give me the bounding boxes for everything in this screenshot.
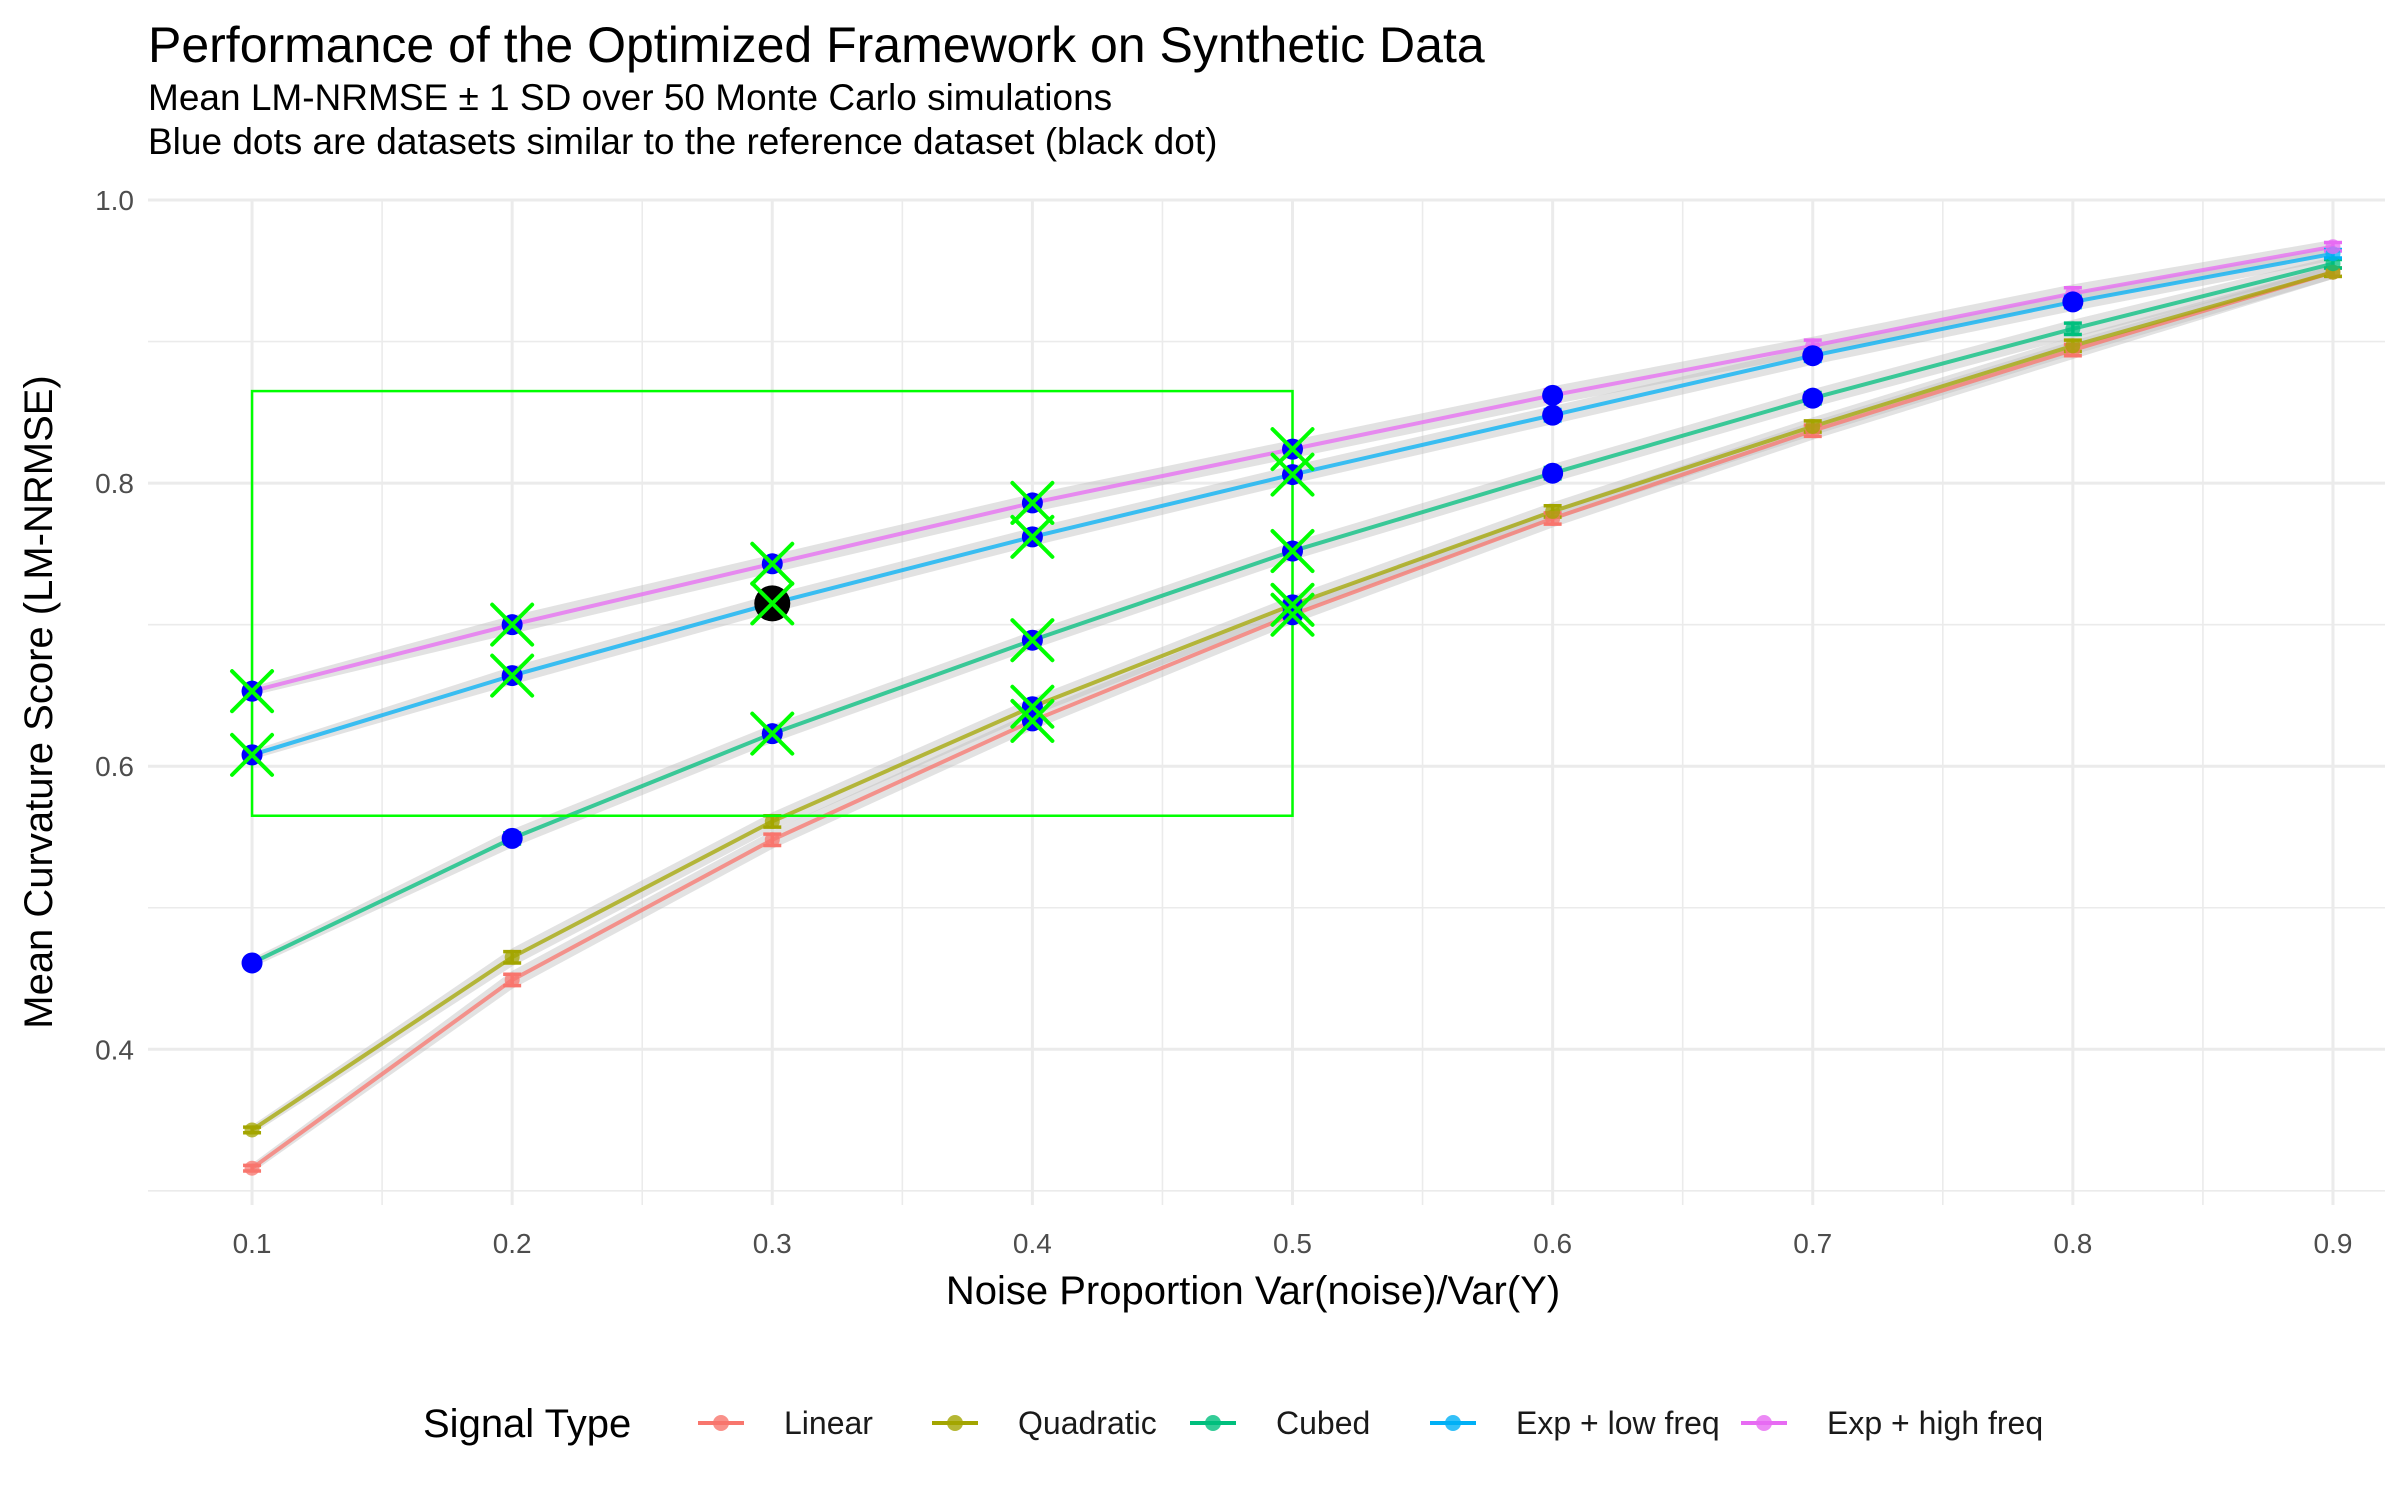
- data-point: [504, 949, 520, 965]
- legend-key-point: [1205, 1415, 1221, 1431]
- cross-stroke-b: [1010, 618, 1055, 663]
- x-tick-label: 0.6: [1533, 1228, 1572, 1259]
- cross-marker: [1270, 427, 1315, 472]
- legend-key-point: [1756, 1415, 1772, 1431]
- similar-dataset-point: [241, 952, 263, 974]
- legend-items: Linear Quadratic Cubed Exp + low freq Exp + …: [698, 1405, 2043, 1441]
- legend-label: Cubed: [1276, 1405, 1370, 1441]
- cross-stroke-b: [230, 732, 275, 777]
- tick-labels-layer: 0.1 0.2 0.3 0.4 0.5 0.6 0.7 0.8 0.9 0.4 0.6 0.8 1.0: [95, 185, 2352, 1259]
- y-tick-label: 0.4: [95, 1034, 134, 1065]
- x-tick-label: 0.3: [753, 1228, 792, 1259]
- x-tick-label: 0.1: [233, 1228, 272, 1259]
- similar-dataset-point: [1802, 387, 1824, 409]
- series-ribbon: [252, 246, 2333, 760]
- legend-title: Signal Type: [423, 1402, 631, 1446]
- cross-stroke-b: [1010, 514, 1055, 559]
- cross-marker: [490, 602, 535, 647]
- cross-marker: [1270, 582, 1315, 627]
- title-block: Performance of the Optimized Framework o…: [148, 14, 1485, 164]
- chart-title: Performance of the Optimized Framework o…: [148, 17, 1485, 73]
- legend-item: Cubed: [1190, 1405, 1370, 1441]
- cross-markers-layer: [230, 427, 1315, 777]
- cross-marker: [1010, 698, 1055, 743]
- chart-subtitle-line-2: Blue dots are datasets similar to the re…: [148, 121, 1218, 162]
- cross-stroke-b: [750, 581, 795, 626]
- data-point: [764, 813, 780, 829]
- cross-stroke-b: [1010, 698, 1055, 743]
- cross-stroke-b: [490, 653, 535, 698]
- cross-marker: [750, 711, 795, 756]
- legend-key-point: [947, 1415, 963, 1431]
- y-tick-label: 0.8: [95, 468, 134, 499]
- y-axis-title: Mean Curvature Score (LM-NRMSE): [17, 375, 61, 1029]
- legend-key-point: [713, 1415, 729, 1431]
- x-tick-label: 0.4: [1013, 1228, 1052, 1259]
- similar-dataset-point: [1542, 462, 1564, 484]
- legend-label: Linear: [784, 1405, 873, 1441]
- x-tick-label: 0.7: [1793, 1228, 1832, 1259]
- legend-key-point: [1445, 1415, 1461, 1431]
- cross-marker: [1270, 592, 1315, 637]
- data-point: [244, 1122, 260, 1138]
- data-point: [764, 832, 780, 848]
- cross-marker: [230, 732, 275, 777]
- cross-marker: [1010, 618, 1055, 663]
- legend: Signal Type Linear Quadratic Cubed Exp + lo…: [423, 1402, 2043, 1446]
- cross-stroke-b: [1270, 582, 1315, 627]
- cross-stroke-b: [1010, 480, 1055, 525]
- cross-marker: [1010, 514, 1055, 559]
- legend-label: Quadratic: [1018, 1405, 1157, 1441]
- y-tick-label: 1.0: [95, 185, 134, 216]
- data-point: [244, 1160, 260, 1176]
- cross-stroke-b: [750, 541, 795, 586]
- x-tick-label: 0.9: [2314, 1228, 2353, 1259]
- cross-stroke-b: [1270, 592, 1315, 637]
- x-axis-title: Noise Proportion Var(noise)/Var(Y): [946, 1269, 1560, 1313]
- y-tick-label: 0.6: [95, 751, 134, 782]
- data-point: [1545, 503, 1561, 519]
- legend-item: Linear: [698, 1405, 873, 1441]
- x-tick-label: 0.5: [1273, 1228, 1312, 1259]
- similar-dataset-point: [1542, 384, 1564, 406]
- data-point: [1805, 418, 1821, 434]
- cross-marker: [1010, 480, 1055, 525]
- cross-stroke-b: [1270, 529, 1315, 574]
- similar-dataset-point: [1802, 345, 1824, 367]
- legend-label: Exp + low freq: [1516, 1405, 1720, 1441]
- data-point: [2065, 321, 2081, 337]
- x-tick-label: 0.8: [2053, 1228, 2092, 1259]
- cross-marker: [230, 669, 275, 714]
- similar-dataset-point: [2062, 291, 2084, 313]
- cross-marker: [1010, 684, 1055, 729]
- data-point: [2065, 338, 2081, 354]
- similar-dataset-point: [501, 827, 523, 849]
- data-point: [504, 972, 520, 988]
- cross-marker: [750, 541, 795, 586]
- chart-subtitle-line-1: Mean LM-NRMSE ± 1 SD over 50 Monte Carlo…: [148, 77, 1113, 118]
- cross-stroke-b: [490, 602, 535, 647]
- cross-stroke-b: [1010, 684, 1055, 729]
- legend-item: Quadratic: [932, 1405, 1157, 1441]
- legend-item: Exp + high freq: [1741, 1405, 2043, 1441]
- data-point: [2325, 239, 2341, 255]
- cross-marker: [490, 653, 535, 698]
- x-tick-label: 0.2: [493, 1228, 532, 1259]
- cross-stroke-b: [230, 669, 275, 714]
- cross-stroke-b: [1270, 427, 1315, 472]
- cross-marker: [750, 581, 795, 626]
- legend-label: Exp + high freq: [1827, 1405, 2043, 1441]
- legend-item: Exp + low freq: [1430, 1405, 1720, 1441]
- similar-dataset-point: [1542, 404, 1564, 426]
- cross-stroke-b: [750, 711, 795, 756]
- cross-marker: [1270, 529, 1315, 574]
